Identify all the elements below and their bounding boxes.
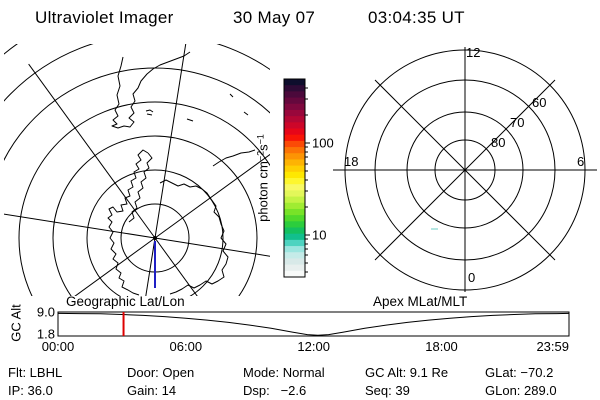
status-flt: Flt: LBHL xyxy=(8,365,63,380)
coastline xyxy=(145,109,154,116)
status-dsp: Dsp: −2.6 xyxy=(243,383,307,398)
coastline xyxy=(111,51,191,129)
y-tick-label: 1.8 xyxy=(36,326,55,342)
x-tick-label: 23:59 xyxy=(536,339,569,354)
gc-alt-curve xyxy=(57,312,570,336)
altitude-timeline xyxy=(57,311,570,337)
y-tick-label: 9.0 xyxy=(36,304,55,320)
unit-exp-1: −2 xyxy=(255,150,266,162)
coastline xyxy=(107,149,149,296)
status-door: Door: Open xyxy=(127,365,195,380)
status-seq: Seq: 39 xyxy=(365,383,410,398)
mlt-tick-label: 0 xyxy=(468,270,476,285)
status-glat: GLat: −70.2 xyxy=(485,365,554,380)
time-display: 03:04:35 UT xyxy=(368,8,465,27)
unit-exp-2: −1 xyxy=(255,134,266,145)
colorbar-tick-label: 10 xyxy=(312,227,327,243)
status-glon: GLon: 289.0 xyxy=(485,383,557,398)
mlt-tick-label: 12 xyxy=(466,45,481,60)
date-display: 30 May 07 xyxy=(233,8,316,27)
polar-plot-label: Apex MLat/MLT xyxy=(373,294,468,309)
colorbar-tick-label: 100 xyxy=(312,135,334,151)
polar-plot-panel xyxy=(333,47,597,292)
mlat-ring-label: 60 xyxy=(532,95,547,110)
app-title: Ultraviolet Imager xyxy=(35,8,174,27)
mlat-ring-label: 70 xyxy=(510,115,525,130)
status-ip: IP: 36.0 xyxy=(8,383,53,398)
coastline xyxy=(128,152,153,223)
coastline xyxy=(186,118,194,122)
mlt-tick-label: 6 xyxy=(577,154,585,169)
colorbar xyxy=(283,78,310,278)
mlt-tick-label: 18 xyxy=(344,154,359,169)
x-tick-label: 12:00 xyxy=(297,339,330,354)
status-gain: Gain: 14 xyxy=(127,383,177,398)
geo-map-label: Geographic Lat/Lon xyxy=(66,294,185,309)
x-tick-label: 18:00 xyxy=(425,339,458,354)
gc-alt-axis-label: GC Alt xyxy=(8,304,24,342)
geo-map-panel xyxy=(4,44,270,296)
colorbar-unit-label: photon cm−2s−1 xyxy=(256,134,271,222)
coastline xyxy=(229,93,249,116)
unit-mid: s xyxy=(255,144,271,151)
coastline xyxy=(212,149,256,167)
coastline xyxy=(159,179,229,295)
status-gc-alt: GC Alt: 9.1 Re xyxy=(365,365,449,380)
x-tick-label: 00:00 xyxy=(41,339,75,354)
mlat-ring-label: 80 xyxy=(491,135,506,150)
pole-dot xyxy=(153,236,157,240)
unit-main: photon cm xyxy=(255,161,271,222)
x-tick-label: 06:00 xyxy=(169,339,203,354)
status-mode: Mode: Normal xyxy=(243,365,325,380)
